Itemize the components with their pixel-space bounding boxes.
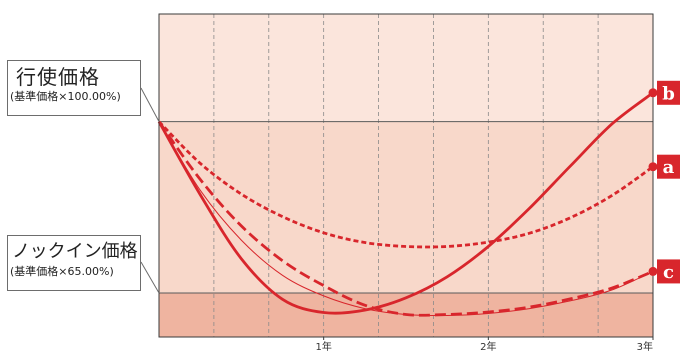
strike-price-callout: 行使価格 (基準価格×100.00%) — [7, 60, 141, 116]
series-endpoint-b — [649, 88, 658, 97]
knockin-connector-line — [141, 262, 159, 293]
x-tick-labels: 1年 2年 3年 — [315, 337, 653, 353]
band-between-levels — [159, 122, 653, 293]
x-tick-label: 2年 — [480, 340, 496, 353]
callout-connectors — [141, 88, 159, 293]
strike-price-sub-label: (基準価格×100.00%) — [8, 89, 140, 105]
series-endpoint-c — [649, 267, 658, 276]
series-badge-label-b: b — [662, 83, 675, 104]
series-badge-label-c: c — [663, 262, 674, 283]
x-tick-label: 3年 — [637, 340, 653, 353]
strike-connector-line — [141, 88, 159, 122]
knockin-price-label: ノックイン価格 — [8, 236, 140, 264]
knockin-price-sub-label: (基準価格×65.00%) — [8, 264, 140, 280]
series-endpoint-a — [649, 162, 658, 171]
x-tick-label: 1年 — [315, 340, 331, 353]
knockin-price-callout: ノックイン価格 (基準価格×65.00%) — [7, 235, 141, 291]
background-bands — [159, 14, 653, 337]
series-badge-label-a: a — [663, 157, 675, 178]
strike-price-label: 行使価格 — [8, 61, 140, 89]
band-above-strike — [159, 14, 653, 122]
